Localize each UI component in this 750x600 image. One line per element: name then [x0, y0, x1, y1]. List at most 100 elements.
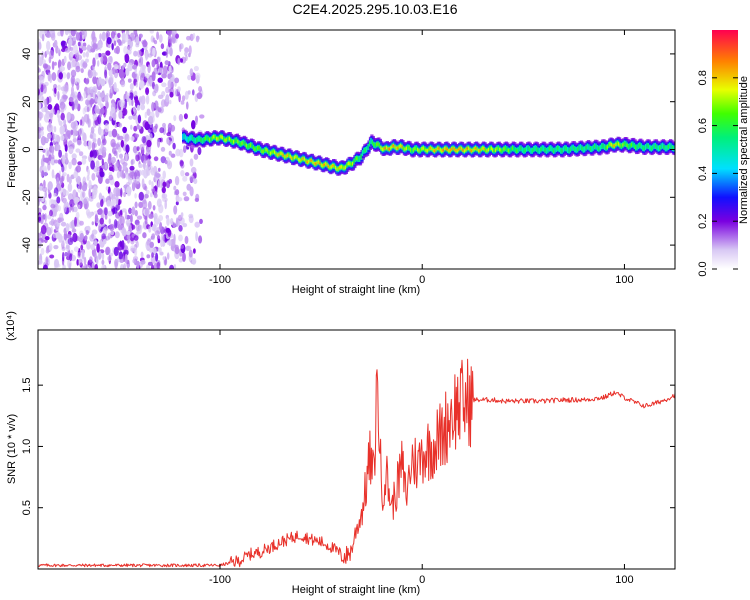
- noise-point: [195, 72, 201, 80]
- noise-point: [122, 126, 127, 134]
- noise-point: [149, 241, 154, 248]
- noise-point: [51, 60, 55, 71]
- noise-point: [190, 166, 197, 174]
- noise-point: [104, 123, 109, 133]
- noise-point: [134, 210, 138, 217]
- noise-point: [72, 44, 78, 54]
- noise-point: [150, 264, 155, 269]
- noise-point: [86, 94, 92, 101]
- noise-point: [156, 261, 161, 269]
- noise-point: [162, 181, 167, 188]
- noise-point: [120, 139, 125, 148]
- noise-point: [65, 156, 69, 164]
- noise-point: [130, 136, 135, 142]
- noise-point: [134, 99, 139, 104]
- noise-point: [99, 171, 105, 178]
- noise-point: [142, 40, 148, 48]
- noise-point: [41, 33, 45, 42]
- noise-point: [127, 45, 133, 51]
- noise-point: [107, 62, 112, 71]
- noise-point: [146, 148, 150, 156]
- noise-point: [38, 259, 43, 265]
- noise-point: [49, 30, 56, 39]
- noise-point: [178, 148, 184, 158]
- noise-point: [68, 96, 74, 102]
- noise-point: [145, 53, 148, 61]
- noise-point: [118, 39, 122, 46]
- noise-point: [42, 148, 46, 153]
- noise-point: [111, 43, 114, 51]
- noise-point: [178, 234, 183, 242]
- noise-point: [118, 251, 124, 260]
- noise-point: [68, 38, 73, 47]
- noise-point: [199, 114, 205, 119]
- noise-point: [173, 205, 178, 215]
- noise-point: [73, 170, 79, 179]
- noise-point: [125, 171, 129, 180]
- noise-point: [178, 113, 183, 122]
- noise-point: [49, 209, 53, 217]
- noise-point: [160, 43, 165, 50]
- noise-point: [154, 100, 159, 110]
- noise-point: [79, 119, 83, 126]
- noise-point: [85, 229, 90, 236]
- noise-point: [47, 104, 53, 110]
- noise-point: [180, 58, 183, 63]
- noise-point: [138, 201, 144, 209]
- noise-point: [140, 65, 145, 74]
- noise-point: [156, 138, 161, 148]
- noise-point: [38, 88, 41, 96]
- noise-point: [166, 30, 172, 36]
- noise-point: [140, 251, 144, 258]
- noise-point: [91, 173, 96, 181]
- noise-point: [164, 160, 168, 165]
- noise-point: [124, 253, 128, 264]
- noise-point: [168, 99, 172, 105]
- noise-point: [88, 188, 91, 199]
- noise-point: [41, 107, 46, 113]
- noise-point: [128, 98, 132, 106]
- noise-point: [188, 45, 192, 55]
- noise-point: [56, 196, 61, 204]
- noise-point: [180, 244, 185, 249]
- noise-point: [108, 218, 112, 225]
- noise-point: [73, 197, 79, 205]
- noise-point: [81, 184, 88, 192]
- noise-point: [92, 137, 97, 143]
- noise-point: [67, 237, 74, 246]
- noise-point: [151, 233, 156, 240]
- noise-point: [56, 109, 60, 119]
- noise-point: [196, 35, 200, 41]
- noise-point: [135, 223, 141, 232]
- noise-point: [121, 169, 125, 180]
- noise-point: [50, 218, 55, 227]
- spectrogram-y-axis-label: Frequency (Hz): [6, 112, 18, 188]
- noise-point: [62, 188, 67, 195]
- noise-point: [147, 200, 152, 210]
- noise-point: [38, 79, 42, 90]
- noise-point: [38, 216, 41, 223]
- noise-point: [177, 86, 181, 92]
- noise-point: [40, 247, 45, 256]
- noise-point: [157, 238, 161, 244]
- noise-point: [133, 90, 138, 97]
- noise-point: [104, 69, 108, 79]
- noise-point: [46, 226, 52, 236]
- noise-point: [57, 205, 62, 212]
- noise-point: [114, 123, 118, 128]
- noise-point: [135, 36, 140, 44]
- noise-point: [47, 163, 51, 171]
- noise-point: [97, 208, 103, 215]
- noise-point: [157, 94, 164, 100]
- noise-point: [70, 30, 76, 37]
- noise-point: [119, 153, 123, 159]
- noise-point: [72, 189, 77, 200]
- noise-point: [189, 158, 194, 167]
- noise-point: [191, 257, 197, 265]
- noise-point: [192, 89, 195, 96]
- noise-point: [117, 133, 120, 141]
- noise-point: [136, 104, 141, 111]
- noise-point: [111, 156, 116, 164]
- noise-point: [46, 40, 51, 51]
- noise-point: [123, 191, 126, 198]
